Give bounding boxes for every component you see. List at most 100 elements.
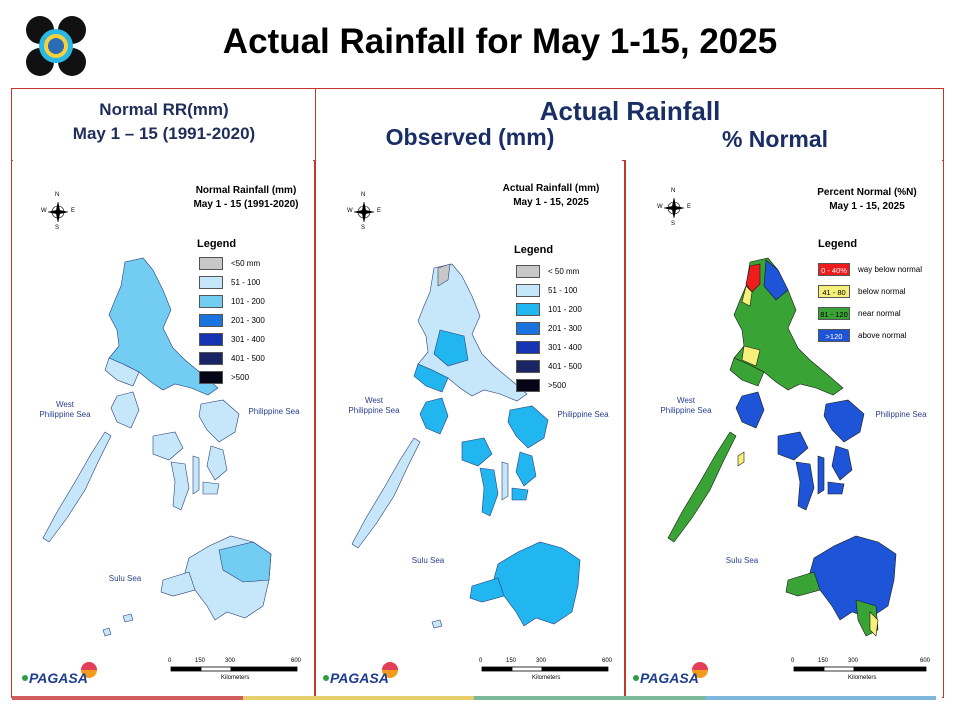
sea-label-west: West Philippine Sea [334, 396, 414, 416]
observed-heading: Observed (mm) [385, 124, 555, 150]
sea-west-line2: Philippine Sea [660, 406, 712, 415]
legend-swatch [516, 321, 540, 335]
legend-label: 301 - 400 [231, 334, 265, 344]
pagasa-logo: PAGASA [21, 660, 103, 694]
pagasa-seal-logo [26, 16, 86, 76]
normal-rr-line1: Normal RR(mm) [99, 100, 229, 119]
legend-swatch [199, 256, 223, 270]
sea-label-philippine: Philippine Sea [875, 410, 927, 419]
scale-unit: Kilometers [532, 675, 561, 681]
scale-bar [170, 666, 298, 672]
pagasa-logo: PAGASA [632, 660, 714, 694]
compass-w-label: W [347, 208, 353, 214]
legend-label: 51 - 100 [548, 285, 578, 295]
legend-item: 51 - 100 [516, 283, 577, 297]
legend-label: 51 - 100 [231, 277, 261, 287]
strip-segment [243, 696, 474, 700]
compass-n-label: N [671, 188, 676, 194]
compass-rose-icon [663, 197, 685, 219]
legend-item: 101 - 200 [199, 294, 265, 308]
philippines-map-normal [42, 201, 298, 672]
sea-west-line1: West [676, 396, 696, 405]
percent-normal-heading: % Normal [721, 126, 829, 152]
scale-tick-0: 0 [791, 658, 795, 664]
compass-e-label: E [687, 204, 692, 210]
map-title-line2: May 1 - 15, 2025 [513, 197, 589, 208]
map-title-line2: May 1 - 15 (1991-2020) [193, 199, 299, 210]
legend-item: <50 mm [199, 256, 260, 270]
legend-swatch [199, 313, 223, 327]
slide-title: Actual Rainfall for May 1-15, 2025 [222, 22, 778, 61]
legend-label: <50 mm [231, 258, 261, 268]
legend-swatch [199, 294, 223, 308]
legend-item: 401 - 500 [199, 351, 265, 365]
legend-swatch [516, 302, 540, 316]
legend-item: 0 - 40% way below normal [818, 262, 922, 276]
scale-tick-300: 300 [225, 658, 236, 664]
map-title-line1: Actual Rainfall (mm) [502, 183, 600, 194]
strip-segment [474, 696, 705, 700]
strip-segment [705, 696, 936, 700]
scale-tick-300: 300 [848, 658, 859, 664]
scale-tick-150: 150 [506, 658, 517, 664]
sea-west-line1: West [55, 400, 75, 409]
sea-label-sulu: Sulu Sea [725, 556, 759, 565]
legend-item: 201 - 300 [199, 313, 265, 327]
legend-percent-normal: 0 - 40% way below normal 41 - 80 below norm… [818, 262, 940, 352]
compass-w-label: W [657, 204, 663, 210]
pagasa-name: PAGASA [29, 670, 88, 686]
legend-swatch: 41 - 80 [818, 284, 850, 298]
scale-bar [481, 666, 609, 672]
philippines-map-actual [351, 201, 609, 672]
scale-tick-300: 300 [536, 658, 547, 664]
legend-label: 301 - 400 [548, 342, 582, 352]
compass-rose-icon [353, 201, 375, 223]
sea-label-west: West Philippine Sea [25, 400, 105, 420]
legend-label: 101 - 200 [548, 304, 582, 314]
legend-swatch [199, 351, 223, 365]
normal-rr-line2: May 1 – 15 (1991-2020) [72, 124, 256, 143]
legend-label: above normal [858, 330, 907, 340]
legend-label: 201 - 300 [548, 323, 582, 333]
sea-label-sulu: Sulu Sea [411, 556, 445, 565]
compass-rose-icon [47, 201, 69, 223]
actual-rainfall-heading: Actual Rainfall [539, 96, 721, 126]
scale-unit: Kilometers [848, 675, 877, 681]
legend-swatch [199, 370, 223, 384]
legend-item: 81 - 120 near normal [818, 306, 901, 320]
legend-swatch [199, 332, 223, 346]
map-title-percent-normal: Percent Normal (%N) May 1 - 15, 2025 [802, 186, 932, 214]
legend-item: 301 - 400 [516, 340, 582, 354]
pagasa-logo-graphic [22, 662, 97, 681]
legend-title: Legend [514, 244, 554, 256]
sea-west-line2: Philippine Sea [348, 406, 400, 415]
map-panel-percent-normal: Percent Normal (%N) May 1 - 15, 2025 Leg… [626, 160, 942, 698]
legend-swatch [516, 264, 540, 278]
normal-rr-heading: Normal RR(mm) May 1 – 15 (1991-2020) [14, 100, 314, 144]
scale-tick-150: 150 [818, 658, 829, 664]
legend-item: 201 - 300 [516, 321, 582, 335]
legend-actual: < 50 mm 51 - 100 101 - 200 201 - 300 301 - 4… [516, 264, 620, 394]
map-title-normal: Normal Rainfall (mm) May 1 - 15 (1991-20… [181, 184, 311, 212]
legend-item: >500 [516, 378, 566, 392]
pagasa-logo-graphic [323, 662, 398, 681]
legend-item: < 50 mm [516, 264, 579, 278]
map-title-line1: Normal Rainfall (mm) [195, 185, 297, 196]
legend-item: 301 - 400 [199, 332, 265, 346]
bottom-color-strip [12, 696, 936, 700]
compass-e-label: E [377, 208, 382, 214]
legend-item: 41 - 80 below normal [818, 284, 906, 298]
map-panel-normal: Normal Rainfall (mm) May 1 - 15 (1991-20… [13, 160, 313, 698]
sea-west-line2: Philippine Sea [39, 410, 91, 419]
sea-label-philippine: Philippine Sea [557, 410, 609, 419]
panel-divider-2 [624, 160, 626, 698]
scale-bar [793, 666, 927, 672]
legend-swatch [516, 283, 540, 297]
compass-n-label: N [55, 192, 60, 198]
legend-item: >500 [199, 370, 249, 384]
scale-tick-0: 0 [479, 658, 483, 664]
legend-swatch [516, 359, 540, 373]
legend-swatch: >120 [818, 328, 850, 342]
legend-swatch [516, 378, 540, 392]
legend-label: < 50 mm [548, 266, 580, 276]
